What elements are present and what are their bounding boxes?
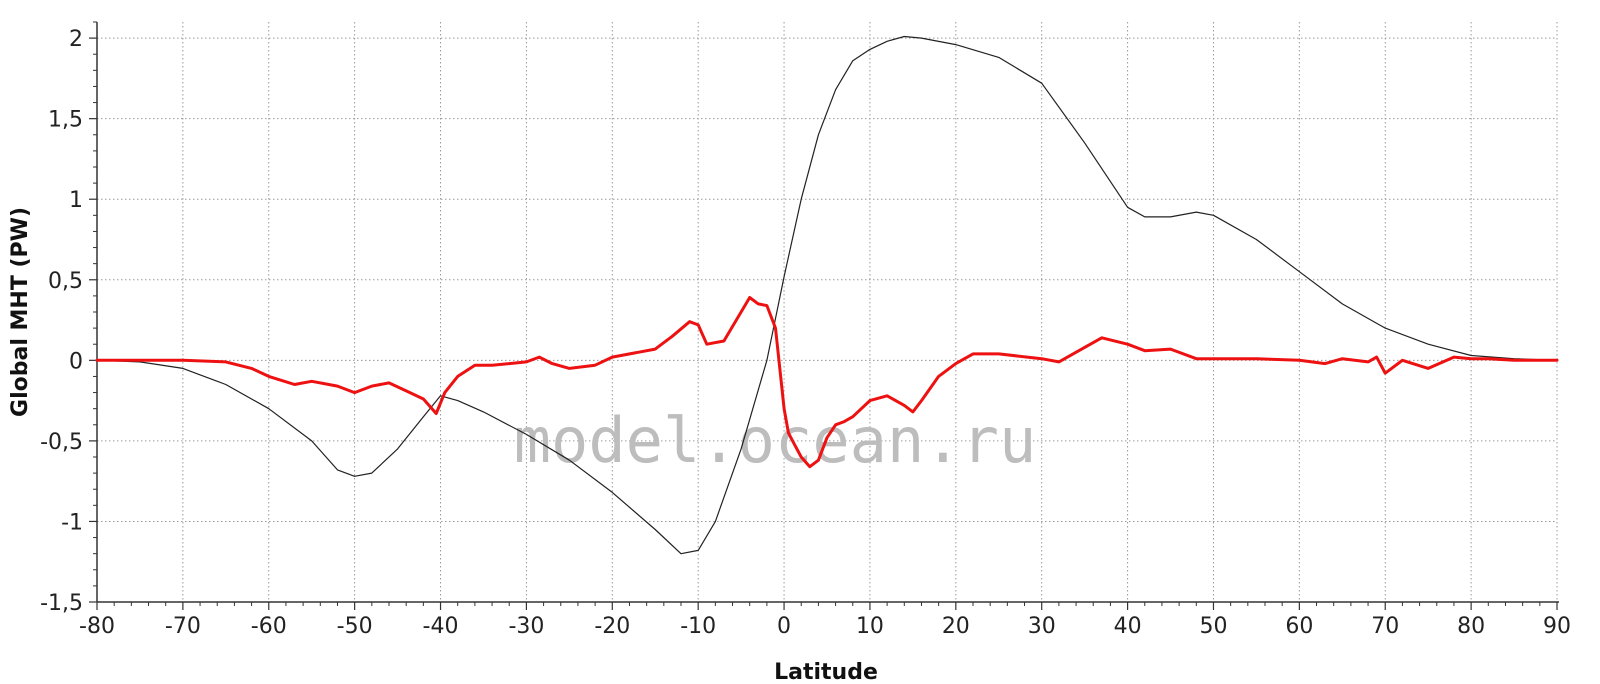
x-tick-label: 20: [942, 614, 970, 639]
y-tick-label: -0,5: [40, 430, 83, 455]
x-tick-label: 50: [1199, 614, 1227, 639]
x-tick-labels: -80 -70 -60 -50 -40 -30 -20 -10 0 10 20 30 40 50 60 70 8…: [79, 614, 1571, 639]
watermark-text: model.ocean.ru: [514, 404, 1037, 477]
series-lines: [95, 35, 1559, 555]
x-tick-label: -50: [337, 614, 373, 639]
x-tick-label: -60: [251, 614, 287, 639]
y-tick-label: 0,5: [48, 269, 83, 294]
y-tick-label: 1,5: [48, 108, 83, 133]
x-tick-label: -20: [594, 614, 630, 639]
x-tick-label: -80: [79, 614, 115, 639]
x-tick-label: 40: [1114, 614, 1142, 639]
x-tick-label: 10: [856, 614, 884, 639]
y-tick-label: -1: [61, 510, 83, 535]
y-tick-label: 1: [69, 188, 83, 213]
x-tick-label: 30: [1028, 614, 1056, 639]
x-tick-label: 80: [1457, 614, 1485, 639]
x-axis-title: Latitude: [774, 660, 878, 684]
x-tick-label: 0: [777, 614, 791, 639]
y-tick-label: 2: [69, 27, 83, 52]
grid-lines: [96, 22, 1558, 603]
y-tick-label: -1,5: [40, 591, 83, 616]
y-axis-title: Global MHT (PW): [8, 207, 33, 417]
x-tick-label: 70: [1371, 614, 1399, 639]
x-tick-label: -30: [508, 614, 544, 639]
tick-marks: [89, 21, 1558, 610]
x-tick-label: 60: [1285, 614, 1313, 639]
x-tick-label: -40: [423, 614, 459, 639]
series-line-1: [96, 35, 1558, 555]
x-tick-label: -10: [680, 614, 716, 639]
y-tick-label: 0: [69, 349, 83, 374]
x-tick-label: 90: [1543, 614, 1571, 639]
series-line-2: [95, 296, 1559, 469]
x-tick-label: -70: [165, 614, 201, 639]
y-tick-labels: -1,5 -1 -0,5 0 0,5 1 1,5 2: [40, 27, 83, 616]
